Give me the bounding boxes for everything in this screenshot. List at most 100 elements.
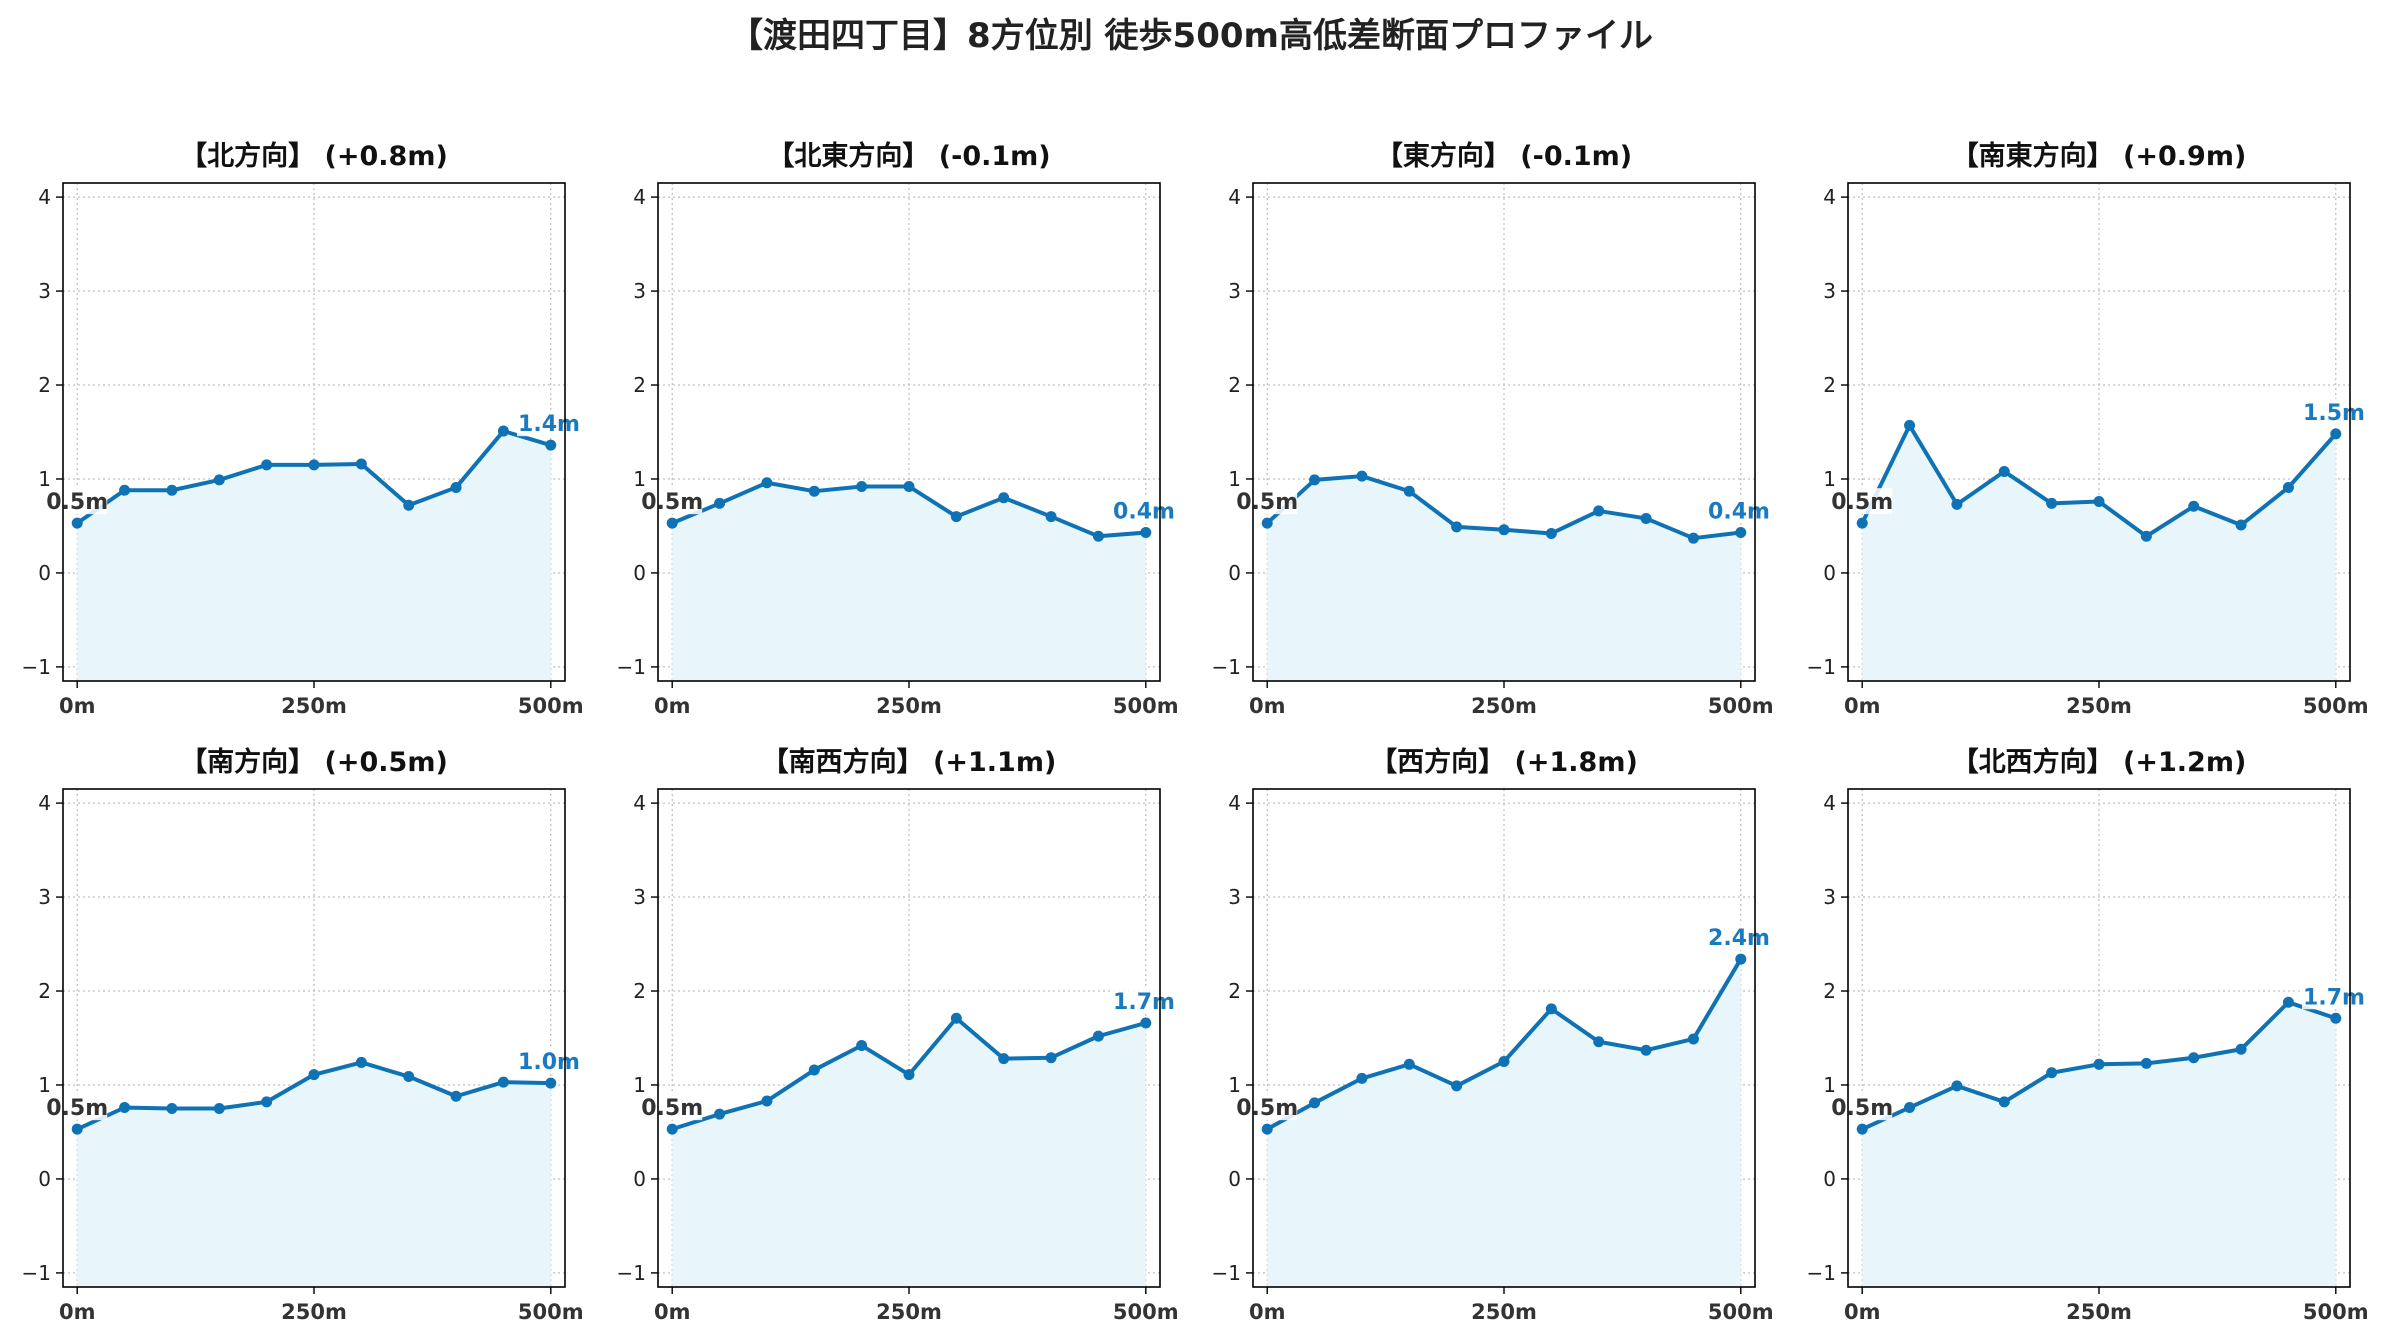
data-point <box>2140 530 2152 542</box>
data-point <box>903 480 915 492</box>
data-point <box>545 1077 557 1089</box>
y-tick-label: 1 <box>38 467 51 491</box>
x-tick-label: 500m <box>518 1300 584 1324</box>
y-tick-label: 3 <box>1823 279 1836 303</box>
data-point <box>497 425 509 437</box>
data-point <box>166 1102 178 1114</box>
panel-title: 【北東方向】 (-0.1m) <box>767 140 1050 172</box>
chart-panel: 【東方向】 (-0.1m) 0.5m 0.4m −1 0 1 2 3 4 0m 250m 500m <box>1212 140 1774 718</box>
end-label: 0.4m <box>1113 500 1175 525</box>
data-point <box>213 1102 225 1114</box>
data-point <box>1951 1080 1963 1092</box>
area-fill <box>1267 476 1741 681</box>
data-point <box>666 1123 678 1135</box>
data-point <box>1309 1097 1321 1109</box>
end-label: 1.0m <box>518 1050 580 1075</box>
chart-panel: 【南方向】 (+0.5m) 0.5m 1.0m −1 0 1 2 3 4 0m 250m 500m <box>22 746 584 1324</box>
y-tick-label: 0 <box>633 1167 646 1191</box>
start-label-bg <box>1237 1094 1298 1121</box>
data-point <box>1403 1058 1415 1070</box>
data-point <box>808 1064 820 1076</box>
y-tick-label: 2 <box>1228 979 1241 1003</box>
data-point <box>1545 527 1557 539</box>
data-point <box>1951 498 1963 510</box>
panel-title: 【南方向】 (+0.5m) <box>180 746 448 778</box>
data-point <box>1451 521 1463 533</box>
y-tick-label: 3 <box>633 885 646 909</box>
panel-title: 【西方向】 (+1.8m) <box>1370 746 1638 778</box>
data-point <box>2330 1012 2342 1024</box>
data-point <box>119 484 131 496</box>
area-fill <box>77 431 551 681</box>
y-tick-label: 1 <box>633 467 646 491</box>
chart-panel: 【南西方向】 (+1.1m) 0.5m 1.7m −1 0 1 2 3 4 0m 250m 500m <box>617 746 1179 1324</box>
y-tick-label: 0 <box>1823 561 1836 585</box>
start-label-bg <box>642 488 703 515</box>
data-point <box>2046 1067 2058 1079</box>
start-label-bg <box>642 1094 703 1121</box>
x-tick-label: 250m <box>876 694 942 718</box>
y-tick-label: 1 <box>38 1073 51 1097</box>
data-point <box>545 439 557 451</box>
data-point <box>856 480 868 492</box>
y-tick-label: 1 <box>633 1073 646 1097</box>
panel-title: 【南東方向】 (+0.9m) <box>1952 140 2247 172</box>
data-point <box>1856 1123 1868 1135</box>
data-point <box>2046 497 2058 509</box>
data-point <box>1545 1003 1557 1015</box>
end-label-bg <box>517 410 581 437</box>
data-point <box>1261 517 1273 529</box>
data-point <box>2140 1057 2152 1069</box>
end-label: 0.4m <box>1708 500 1770 525</box>
data-point <box>856 1040 868 1052</box>
data-point <box>261 1096 273 1108</box>
end-label-bg <box>2302 398 2366 425</box>
data-point <box>2188 500 2200 512</box>
data-point <box>1735 953 1747 965</box>
start-label-bg <box>47 1094 108 1121</box>
x-tick-label: 250m <box>2066 694 2132 718</box>
y-tick-label: 2 <box>1228 373 1241 397</box>
data-point <box>308 1069 320 1081</box>
data-point <box>308 459 320 471</box>
data-point <box>2330 428 2342 440</box>
x-tick-label: 0m <box>1844 694 1881 718</box>
panel-title: 【東方向】 (-0.1m) <box>1376 140 1632 172</box>
y-tick-label: 2 <box>1823 373 1836 397</box>
data-point <box>1998 465 2010 477</box>
data-point <box>166 484 178 496</box>
data-point <box>1640 1044 1652 1056</box>
area-fill <box>672 482 1146 681</box>
chart-panel: 【南東方向】 (+0.9m) 0.5m 1.5m −1 0 1 2 3 4 0m 250m 500m <box>1807 140 2369 718</box>
y-tick-label: 4 <box>38 791 51 815</box>
data-point <box>1261 1123 1273 1135</box>
data-point <box>950 1012 962 1024</box>
data-point <box>1309 474 1321 486</box>
data-point <box>761 1095 773 1107</box>
x-tick-label: 250m <box>281 694 347 718</box>
data-point <box>2282 481 2294 493</box>
data-point <box>761 477 773 489</box>
data-point <box>1735 527 1747 539</box>
data-point <box>355 1056 367 1068</box>
y-tick-label: 0 <box>1228 1167 1241 1191</box>
y-tick-label: 0 <box>1228 561 1241 585</box>
panel-title: 【南西方向】 (+1.1m) <box>762 746 1057 778</box>
data-point <box>903 1069 915 1081</box>
y-tick-label: 1 <box>1823 1073 1836 1097</box>
y-tick-label: 4 <box>1228 185 1241 209</box>
y-tick-label: 3 <box>1823 885 1836 909</box>
data-point <box>1140 1017 1152 1029</box>
y-tick-label: 3 <box>633 279 646 303</box>
y-tick-label: 0 <box>38 1167 51 1191</box>
end-label: 1.7m <box>1113 990 1175 1015</box>
x-tick-label: 500m <box>2303 694 2369 718</box>
x-tick-label: 250m <box>876 1300 942 1324</box>
data-point <box>1356 1072 1368 1084</box>
x-tick-label: 250m <box>281 1300 347 1324</box>
data-point <box>1498 1055 1510 1067</box>
end-label-bg <box>2302 983 2366 1010</box>
data-point <box>998 492 1010 504</box>
y-tick-label: 4 <box>633 185 646 209</box>
x-tick-label: 500m <box>2303 1300 2369 1324</box>
